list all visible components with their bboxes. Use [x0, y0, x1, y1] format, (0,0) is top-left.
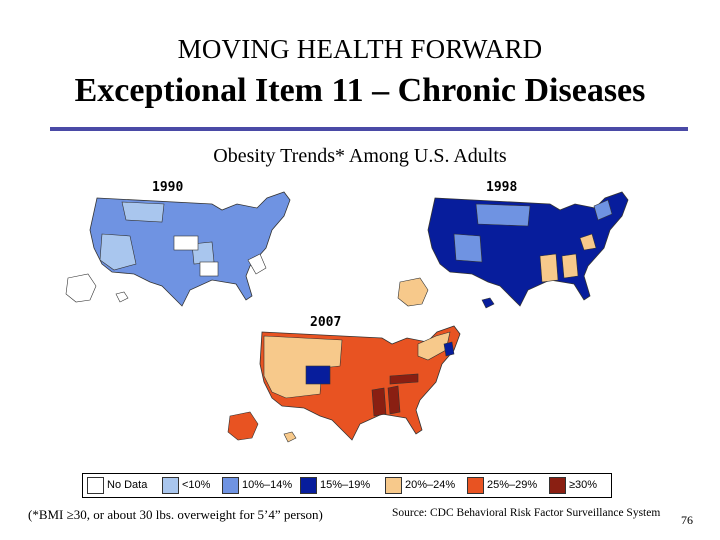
- map-1990-region-nodata-1: [173, 235, 199, 251]
- map-2007-region-15-19-east: [443, 341, 455, 357]
- legend-label-10-14: 10%–14%: [242, 479, 293, 491]
- map-1990-hawaii: [115, 291, 129, 303]
- map-1998-region-mid-west: [453, 233, 483, 263]
- map-2007-hawaii: [283, 431, 297, 443]
- map-1998-region-high-south-2: [561, 253, 579, 279]
- map-2007-region-30plus-ms: [371, 387, 387, 417]
- legend-label-15-19: 15%–19%: [320, 479, 371, 491]
- title-rule: [50, 127, 688, 131]
- map-1998-hawaii: [481, 297, 495, 309]
- legend-label-lt10: <10%: [182, 479, 211, 491]
- map-year-1990: 1990: [152, 180, 184, 195]
- map-1990-region-pale-west: [99, 233, 137, 271]
- map-2007-region-30plus-tn: [389, 373, 419, 385]
- legend-label-25-29: 25%–29%: [487, 479, 538, 491]
- slide-title: Exceptional Item 11 – Chronic Diseases: [74, 72, 646, 109]
- map-1998-alaska: [397, 277, 429, 307]
- map-year-1998: 1998: [486, 180, 518, 195]
- map-2007-region-15-19-co: [305, 365, 331, 385]
- map-1990-alaska: [65, 273, 97, 303]
- map-2007: [227, 325, 461, 443]
- page-number: 76: [681, 513, 693, 527]
- map-2007-region-20-24-west: [263, 335, 343, 399]
- footnote: (*BMI ≥30, or about 30 lbs. overweight f…: [28, 507, 323, 522]
- map-year-2007: 2007: [310, 315, 342, 330]
- map-1990-region-nodata-3: [247, 253, 267, 275]
- map-1998-region-mid-north: [475, 203, 531, 227]
- map-2007-alaska: [227, 411, 259, 441]
- map-1998-region-high-east: [579, 233, 597, 251]
- map-1990: [65, 191, 291, 307]
- legend-swatch-10-14: [222, 477, 239, 494]
- map-1990-region-nodata-2: [199, 261, 219, 277]
- legend-swatch-30plus: [549, 477, 566, 494]
- map-2007-region-30plus-al: [387, 385, 401, 415]
- legend: No Data <10% 10%–14% 15%–19% 20%–24% 25%…: [82, 473, 612, 498]
- legend-swatch-no-data: [87, 477, 104, 494]
- legend-swatch-lt10: [162, 477, 179, 494]
- slide-pretitle: MOVING HEALTH FORWARD: [177, 34, 543, 64]
- legend-swatch-25-29: [467, 477, 484, 494]
- map-1990-region-pale-north: [121, 201, 165, 223]
- legend-swatch-15-19: [300, 477, 317, 494]
- legend-swatch-20-24: [385, 477, 402, 494]
- legend-label-no-data: No Data: [107, 479, 148, 491]
- legend-label-20-24: 20%–24%: [405, 479, 456, 491]
- map-1998-region-mid-east: [593, 199, 613, 221]
- map-1998-region-high-south-1: [539, 253, 559, 283]
- source-note: Source: CDC Behavioral Risk Factor Surve…: [392, 507, 661, 519]
- map-1998: [397, 191, 629, 309]
- chart-title: Obesity Trends* Among U.S. Adults: [213, 145, 507, 167]
- legend-label-30plus: ≥30%: [569, 479, 598, 491]
